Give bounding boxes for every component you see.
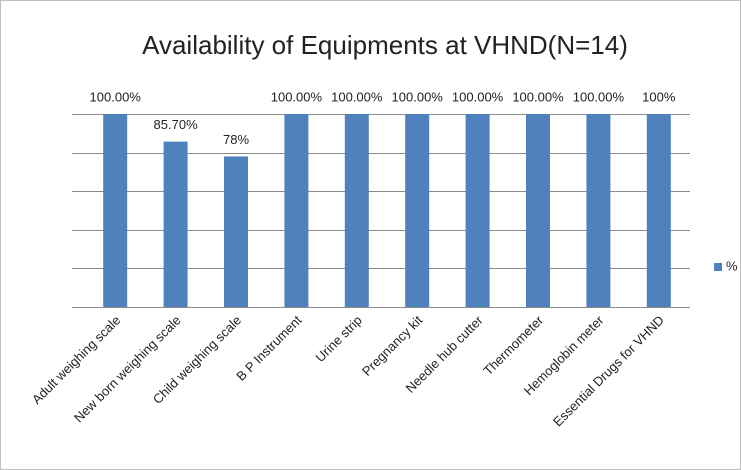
data-label: 100.00% [573,89,625,104]
data-label: 100% [642,89,676,104]
bar [344,114,369,307]
data-label: 85.70% [154,117,199,132]
bar [465,114,490,307]
bar [526,114,550,307]
data-label: 100.00% [392,89,444,104]
data-label: 100.00% [271,89,323,104]
legend-label: % [726,258,738,273]
chart-title: Availability of Equipments at VHND(N=14) [142,30,628,60]
bar [163,141,188,307]
data-label: 100.00% [90,89,142,104]
bar [224,156,248,307]
data-label: 100.00% [331,89,383,104]
data-label: 100.00% [512,89,564,104]
legend-swatch [714,263,722,271]
bar [586,114,611,307]
bar [103,114,128,307]
data-label: 78% [223,132,249,147]
data-label: 100.00% [452,89,504,104]
bar [405,114,430,307]
bar [284,114,309,307]
bar [646,114,671,307]
